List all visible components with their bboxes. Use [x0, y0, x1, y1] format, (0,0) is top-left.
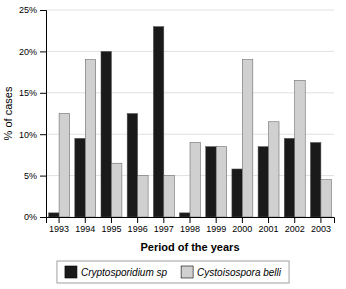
plot: 1993 1994 1995 1996 1997 1998 1999 2000 2001 2002…: [19, 5, 335, 234]
x-tick: 2002: [285, 217, 305, 234]
legend-item: Cystoisospora belli: [181, 266, 282, 278]
y-tick-label: 20%: [19, 47, 37, 57]
bar: [206, 147, 216, 217]
y-tick: 0%: [24, 212, 46, 222]
x-axis-title: Period of the years: [140, 241, 239, 253]
tick-mark: [163, 217, 164, 223]
chart: 1993 1994 1995 1996 1997 1998 1999 2000 2001 2002…: [0, 0, 346, 289]
bar: [75, 138, 85, 217]
tick-mark: [242, 217, 243, 223]
bar-series: [49, 27, 321, 217]
x-tick: 1998: [180, 217, 200, 234]
bar: [85, 60, 95, 217]
tick-mark: [268, 217, 269, 223]
x-tick-label: 2003: [311, 224, 331, 234]
x-tick: 1995: [101, 217, 121, 234]
bar: [59, 114, 69, 218]
bar-series: [59, 60, 331, 217]
x-axis: 1993 1994 1995 1996 1997 1998 1999 2000 2001 2002…: [47, 217, 335, 234]
x-tick-label: 2002: [285, 224, 305, 234]
tick-mark: [320, 217, 321, 223]
legend-swatch: [181, 266, 193, 278]
x-tick: 2000: [232, 217, 252, 234]
tick-mark: [294, 217, 295, 223]
grid-line: [46, 10, 334, 11]
legend-frame: [57, 261, 289, 283]
tick-mark: [59, 217, 60, 223]
tick-mark: [40, 134, 46, 135]
x-tick-label: 2000: [232, 224, 252, 234]
bar: [216, 147, 226, 217]
y-tick-label: 10%: [19, 130, 37, 140]
y-tick: 15%: [19, 88, 46, 98]
x-tick-label: 2001: [259, 224, 279, 234]
bar: [242, 60, 252, 217]
y-tick-label: 25%: [19, 5, 37, 15]
bar: [321, 180, 331, 217]
x-tick: 1994: [75, 217, 95, 234]
x-tick-label: 1996: [128, 224, 148, 234]
legend-swatch: [65, 266, 77, 278]
bars: [49, 27, 332, 217]
legend-label: Cystoisospora belli: [197, 267, 282, 278]
legend-label: Cryptosporidium sp: [81, 267, 168, 278]
tick-mark: [40, 217, 46, 218]
y-tick-label: 0%: [24, 212, 37, 222]
x-tick-label: 1994: [75, 224, 95, 234]
bar: [180, 213, 190, 217]
x-tick: 2001: [259, 217, 279, 234]
x-tick-label: 1993: [49, 224, 69, 234]
y-axis: 0% 5% 10% 15% 20% 25%: [19, 5, 47, 222]
y-axis-title: % of cases: [2, 86, 14, 140]
tick-mark: [40, 93, 46, 94]
tick-mark: [190, 217, 191, 223]
x-tick: 1993: [49, 217, 69, 234]
legend-item: Cryptosporidium sp: [65, 266, 168, 278]
tick-mark: [40, 51, 46, 52]
x-tick-label: 1997: [154, 224, 174, 234]
tick-mark: [40, 10, 46, 11]
bar: [49, 213, 59, 217]
y-tick-label: 15%: [19, 88, 37, 98]
y-tick: 5%: [24, 171, 46, 181]
x-tick-label: 1995: [101, 224, 121, 234]
bar: [258, 147, 268, 217]
tick-mark: [111, 217, 112, 223]
legend: Cryptosporidium sp Cystoisospora belli: [57, 261, 289, 283]
y-tick-label: 5%: [24, 171, 37, 181]
grid-line: [46, 51, 334, 52]
y-tick: 20%: [19, 47, 46, 57]
x-tick-label: 1999: [206, 224, 226, 234]
x-tick: 1996: [128, 217, 148, 234]
bar: [310, 142, 320, 217]
tick-mark: [40, 176, 46, 177]
x-tick: 2003: [311, 217, 331, 234]
bar: [190, 142, 200, 217]
x-tick-label: 1998: [180, 224, 200, 234]
tick-mark: [137, 217, 138, 223]
tick-mark: [216, 217, 217, 223]
bar: [284, 138, 294, 217]
bar: [127, 114, 137, 218]
x-tick: 1999: [206, 217, 226, 234]
x-tick: 1997: [154, 217, 174, 234]
bar: [269, 122, 279, 217]
grid: [46, 10, 334, 217]
bar: [164, 176, 174, 217]
axis-line: [47, 218, 335, 224]
bar: [111, 163, 121, 217]
y-tick: 25%: [19, 5, 46, 15]
tick-mark: [85, 217, 86, 223]
axis-line: [40, 11, 47, 218]
bar: [232, 169, 242, 217]
y-tick: 10%: [19, 130, 46, 140]
bar: [138, 176, 148, 217]
bar: [153, 27, 163, 217]
bar: [101, 51, 111, 217]
bar: [295, 80, 305, 217]
